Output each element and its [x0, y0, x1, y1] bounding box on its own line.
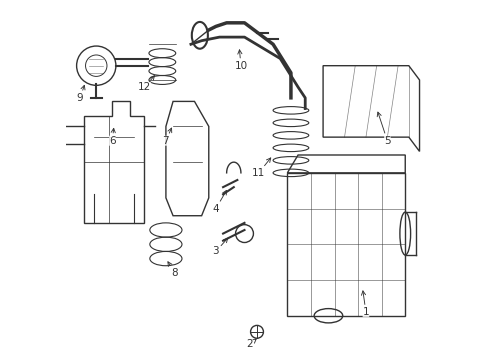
Text: 5: 5: [376, 112, 390, 146]
Text: 7: 7: [163, 128, 171, 146]
Text: 3: 3: [212, 238, 227, 256]
Text: 11: 11: [252, 158, 270, 178]
Text: 9: 9: [77, 85, 85, 103]
Text: 1: 1: [361, 291, 368, 317]
Text: 12: 12: [138, 76, 154, 92]
Text: 4: 4: [212, 190, 226, 213]
Text: 8: 8: [167, 262, 178, 278]
Text: 6: 6: [109, 129, 115, 146]
Text: 10: 10: [234, 50, 247, 71]
Text: 2: 2: [246, 339, 256, 349]
